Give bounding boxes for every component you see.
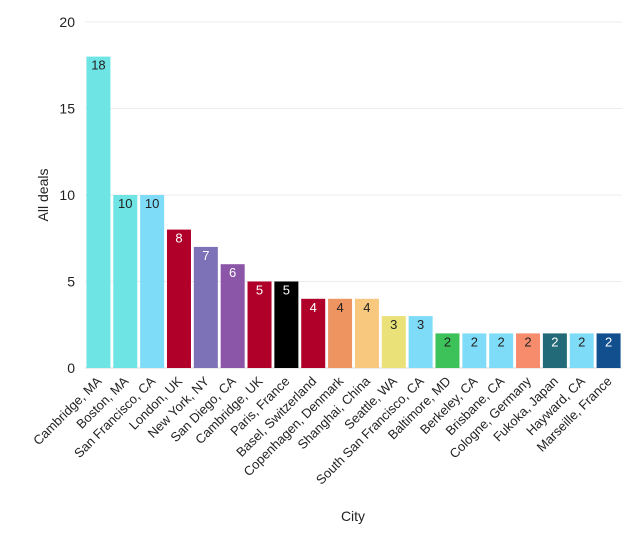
bar xyxy=(489,333,514,368)
bar xyxy=(301,298,326,368)
gridlines xyxy=(85,21,622,369)
bar-value-label: 3 xyxy=(390,317,397,332)
x-axis-title: City xyxy=(341,508,365,524)
y-axis-ticks: 0 5 10 15 20 xyxy=(59,14,75,376)
y-tick-label: 15 xyxy=(59,101,75,117)
bar-value-label: 18 xyxy=(91,58,105,73)
bar-value-label: 10 xyxy=(118,196,132,211)
bar-value-label: 6 xyxy=(229,265,236,280)
bar xyxy=(462,333,487,368)
bar xyxy=(140,195,165,368)
bar-value-label: 7 xyxy=(202,248,209,263)
bar xyxy=(86,56,111,368)
bar xyxy=(596,333,621,368)
bars xyxy=(86,56,621,368)
bar xyxy=(381,316,406,368)
bar-value-label: 5 xyxy=(283,283,290,298)
bar-value-label: 4 xyxy=(310,300,317,315)
y-tick-label: 5 xyxy=(67,274,75,290)
bar-value-label: 2 xyxy=(444,334,451,349)
y-tick-label: 0 xyxy=(67,360,75,376)
bar-value-label: 2 xyxy=(578,334,585,349)
bar-value-labels: 18 10 10 8 7 6 5 5 4 4 4 3 3 2 2 2 2 2 2 2 xyxy=(91,58,612,350)
bar xyxy=(435,333,460,368)
y-tick-label: 20 xyxy=(59,14,75,30)
y-axis-title: All deals xyxy=(35,169,51,222)
bar xyxy=(193,246,218,368)
bar xyxy=(354,298,379,368)
bar xyxy=(408,316,433,368)
bar-value-label: 8 xyxy=(175,231,182,246)
y-tick-label: 10 xyxy=(59,187,75,203)
bar xyxy=(247,281,272,368)
bar xyxy=(542,333,567,368)
bar-value-label: 4 xyxy=(363,300,370,315)
bar xyxy=(569,333,594,368)
bar xyxy=(113,195,138,368)
bar-value-label: 3 xyxy=(417,317,424,332)
bar-value-label: 2 xyxy=(498,334,505,349)
bar xyxy=(516,333,541,368)
bar xyxy=(274,281,299,368)
bar xyxy=(166,229,191,368)
bar-value-label: 2 xyxy=(551,334,558,349)
bar-value-label: 2 xyxy=(605,334,612,349)
bar xyxy=(220,264,245,368)
bar-value-label: 4 xyxy=(336,300,343,315)
bar-value-label: 2 xyxy=(524,334,531,349)
bar-value-label: 2 xyxy=(471,334,478,349)
bar-value-label: 10 xyxy=(145,196,159,211)
bar-value-label: 5 xyxy=(256,283,263,298)
bar xyxy=(328,298,353,368)
